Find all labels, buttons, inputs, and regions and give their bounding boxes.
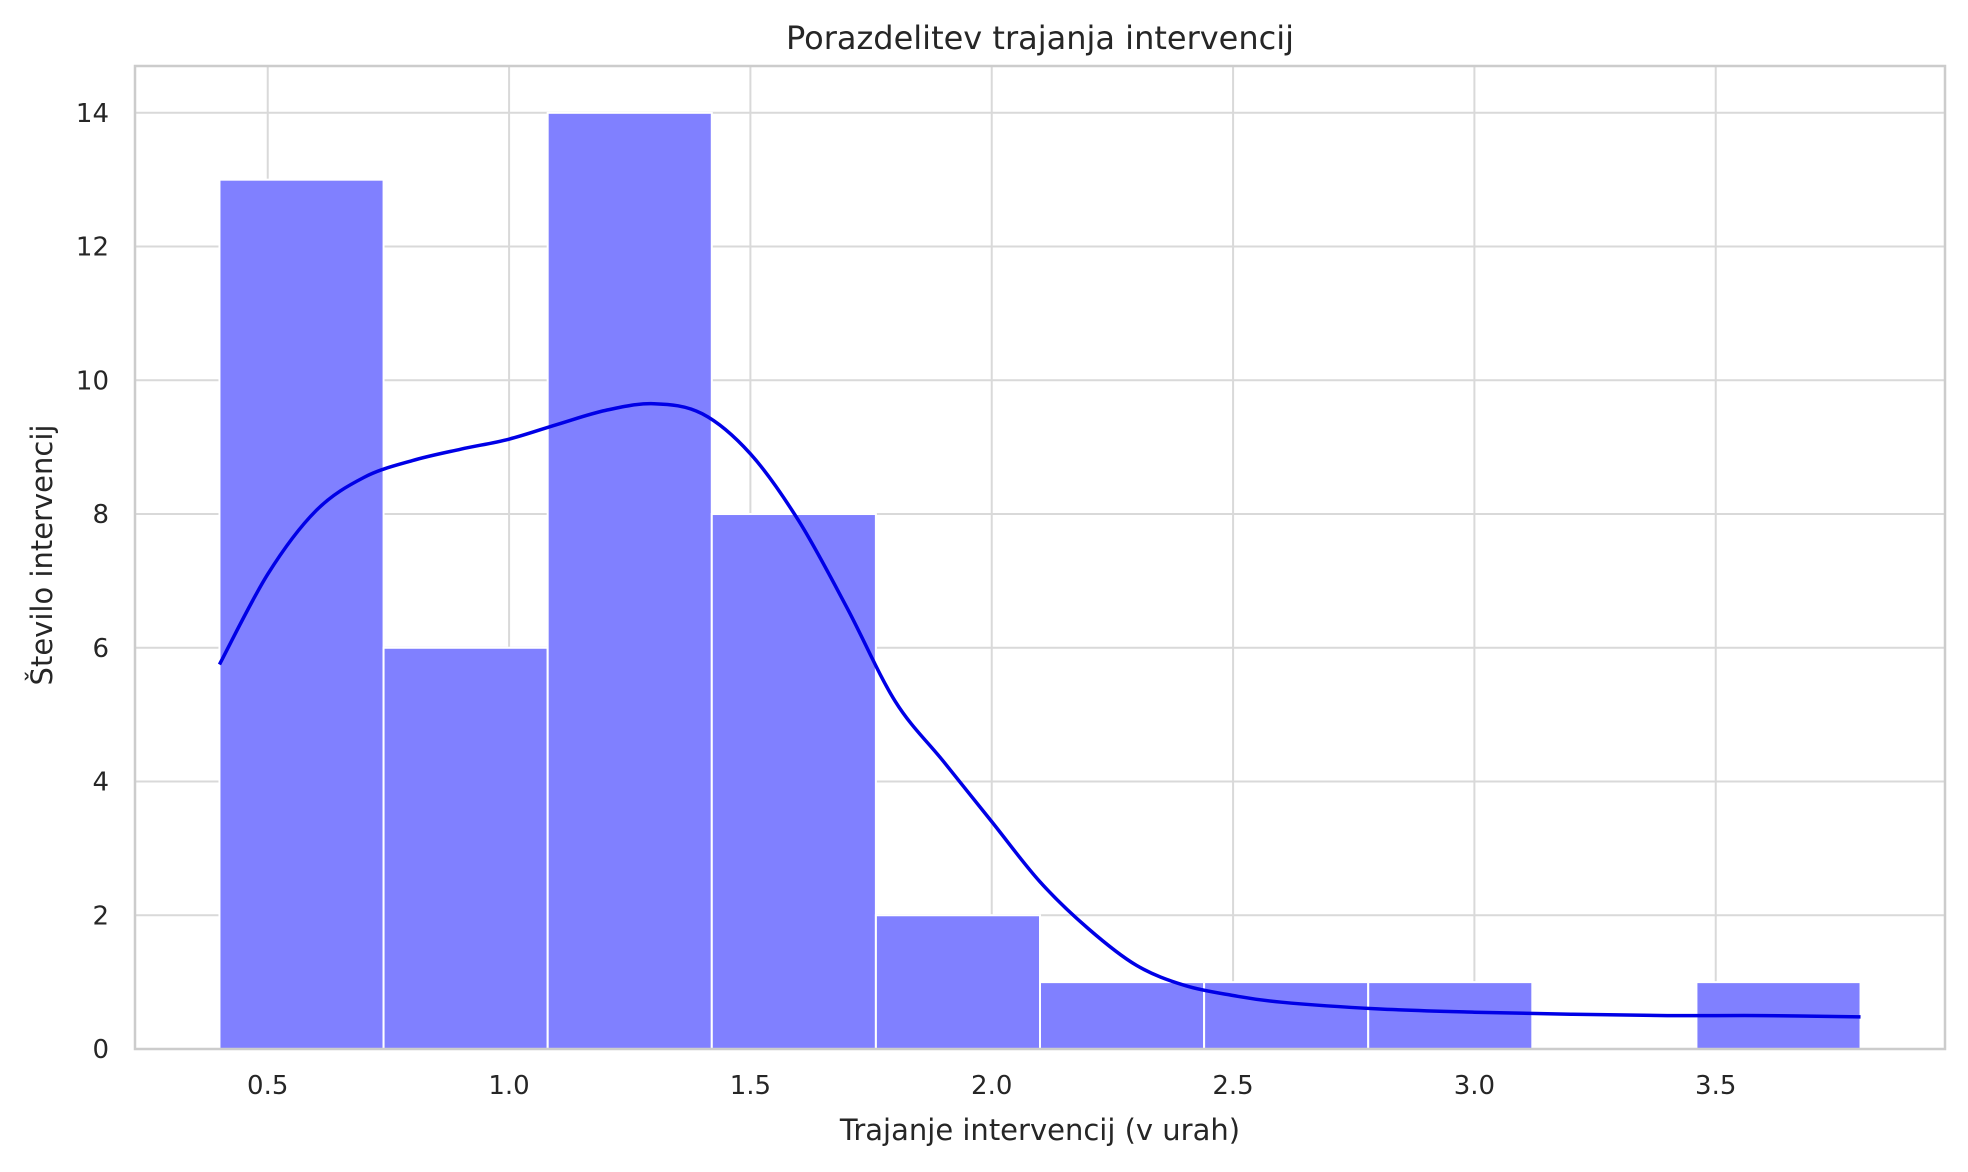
y-tick-label: 14 <box>76 99 109 129</box>
y-axis-label: Število intervencij <box>25 425 59 686</box>
x-tick-label: 1.5 <box>730 1071 771 1101</box>
y-tick-label: 8 <box>92 500 109 530</box>
y-tick-label: 10 <box>76 366 109 396</box>
x-tick-label: 1.0 <box>488 1071 529 1101</box>
x-tick-label: 3.5 <box>1695 1071 1736 1101</box>
y-tick-label: 0 <box>92 1035 109 1065</box>
y-tick-label: 6 <box>92 634 109 664</box>
y-tick-label: 2 <box>92 901 109 931</box>
histogram-bar <box>546 111 713 1051</box>
histogram-bar <box>382 646 549 1050</box>
plot-frame <box>133 64 1947 1051</box>
histogram-bar <box>1367 981 1534 1051</box>
x-axis-label: Trajanje intervencij (v urah) <box>839 1113 1240 1147</box>
histogram-bar <box>874 914 1041 1050</box>
histogram-bar <box>218 178 385 1050</box>
y-tick-label: 4 <box>92 768 109 798</box>
x-tick-label: 2.0 <box>971 1071 1012 1101</box>
x-tick-label: 3.0 <box>1454 1071 1495 1101</box>
x-tick-label: 2.5 <box>1212 1071 1253 1101</box>
histogram-bar <box>1203 981 1370 1051</box>
histogram-bar <box>1039 981 1206 1051</box>
chart-title: Porazdelitev trajanja intervencij <box>786 19 1294 57</box>
y-tick-label: 12 <box>76 233 109 263</box>
x-tick-label: 0.5 <box>247 1071 288 1101</box>
histogram-bar <box>710 513 877 1050</box>
kde-curve <box>217 401 1861 1019</box>
